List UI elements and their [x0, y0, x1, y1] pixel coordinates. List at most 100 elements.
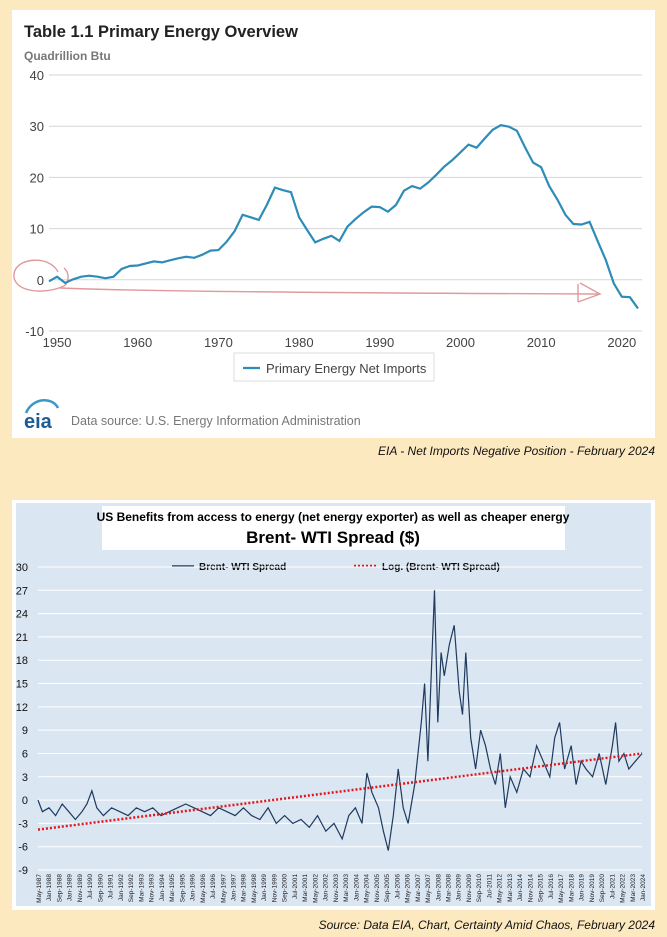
hand-drawn-annotation: [13, 259, 602, 303]
x-tick-label: 1980: [285, 335, 314, 350]
x-tick-label: Nov-2009: [466, 874, 473, 903]
y-tick-label: 21: [16, 632, 28, 644]
eia-chart-panel: Table 1.1 Primary Energy Overview Quadri…: [12, 10, 655, 438]
x-tick-label: Jan-1988: [46, 874, 53, 901]
x-tick-labels: 1950 1960 1970 1980 1990 2000 2010 2020: [43, 335, 637, 350]
x-tick-label: May-2007: [425, 874, 432, 903]
x-tick-label: May-2017: [558, 874, 565, 903]
x-tick-label: Jan-1997: [231, 874, 238, 901]
brent-wti-chart-panel: US Benefits from access to energy (net e…: [12, 500, 655, 910]
y-tick-label: 0: [22, 795, 28, 807]
eia-logo-arc: [24, 399, 60, 414]
x-tick-label: Jan-2024: [640, 874, 647, 901]
x-tick-label: Jan-1992: [118, 874, 125, 901]
x-tick-label: Nov-2005: [374, 874, 381, 903]
x-tick-label: Mar-2007: [415, 874, 422, 902]
x-tick-label: Jul-1991: [108, 874, 115, 899]
x-tick-label: Jan-2002: [323, 874, 330, 901]
x-tick-label: May-2022: [620, 874, 627, 903]
y-tick-label: 18: [16, 655, 28, 667]
x-tick-label: May-2002: [312, 874, 319, 903]
x-tick-label: Jan-1994: [159, 874, 166, 901]
y-tick-label: -9: [18, 865, 28, 877]
x-tick-label: Jan-1999: [261, 874, 268, 901]
y-tick-label: -10: [25, 324, 44, 339]
x-tick-label: Mar-2013: [507, 874, 514, 902]
x-tick-label: Mar-1998: [241, 874, 248, 902]
gridlines: [38, 566, 642, 871]
y-tick-label: 12: [16, 702, 28, 714]
x-tick-label: Mar-1995: [169, 874, 176, 902]
x-tick-label: Jan-2009: [456, 874, 463, 901]
y-tick-label: 30: [30, 119, 44, 134]
y-tick-label: 20: [30, 170, 44, 185]
x-tick-label: Jul-2011: [486, 874, 493, 899]
x-tick-label: May-1996: [200, 874, 207, 903]
chart-title: Table 1.1 Primary Energy Overview: [24, 23, 298, 41]
x-tick-label: May-2004: [364, 874, 371, 903]
y-tick-label: -3: [18, 818, 28, 830]
y-tick-label: 10: [30, 222, 44, 237]
y-tick-label: 0: [37, 273, 44, 288]
x-tick-label: 2000: [446, 335, 475, 350]
x-tick-label: 1950: [43, 335, 72, 350]
legend-box: [233, 352, 435, 382]
x-tick-label: Jul-2016: [548, 874, 555, 899]
y-tick-label: 40: [30, 68, 44, 83]
x-tick-label: 2020: [607, 335, 636, 350]
x-tick-label: May-2012: [497, 874, 504, 903]
x-tick-label: Nov-2014: [527, 874, 534, 903]
x-tick-label: Sep-1988: [56, 874, 63, 903]
chart-area-background: [16, 503, 651, 906]
brent-wti-spread-chart: US Benefits from access to energy (net e…: [16, 503, 651, 906]
x-tick-label: Mar-2003: [343, 874, 350, 902]
x-tick-label: Sep-1995: [179, 874, 186, 903]
y-tick-label: -6: [18, 842, 28, 854]
x-tick-label: May-1987: [36, 874, 43, 903]
net-imports-line: [48, 124, 639, 310]
x-tick-label: Sep-2010: [476, 874, 483, 903]
x-tick-label: May-1998: [251, 874, 258, 903]
x-tick-label: Nov-1993: [149, 874, 156, 903]
x-tick-label: Sep-2005: [384, 874, 391, 903]
x-tick-label: Mar-2001: [302, 874, 309, 902]
x-tick-label: 1990: [365, 335, 394, 350]
x-tick-label: Jul-2006: [394, 874, 401, 899]
x-tick-label: 2010: [527, 335, 556, 350]
x-tick-label: Jan-1996: [190, 874, 197, 901]
x-tick-label: Jan-2014: [517, 874, 524, 901]
title-box: [102, 506, 565, 550]
bottom-caption: Source: Data EIA, Chart, Certainty Amid …: [318, 918, 655, 932]
x-tick-label: Sep-2020: [599, 874, 606, 903]
y-tick-label: 9: [22, 725, 28, 737]
y-tick-label: 24: [16, 609, 28, 621]
x-tick-label: 1960: [123, 335, 152, 350]
x-tick-label: May-1997: [220, 874, 227, 903]
x-tick-label: Jul-2001: [292, 874, 299, 899]
x-tick-label: Jan-1989: [67, 874, 74, 901]
eia-logo-text: eia: [24, 411, 53, 433]
spread-line: [37, 590, 643, 851]
y-axis-label: Quadrillion Btu: [24, 49, 111, 63]
x-tick-label: 1970: [204, 335, 233, 350]
x-tick-label: Sep-2015: [538, 874, 545, 903]
x-tick-label: Nov-1999: [271, 874, 278, 903]
x-tick-label: Nov-2019: [589, 874, 596, 903]
y-tick-label: 6: [22, 748, 28, 760]
chart-subtitle: US Benefits from access to energy (net e…: [97, 510, 570, 524]
y-tick-labels: -10 0 10 20 30 40: [25, 68, 44, 339]
y-tick-label: 30: [16, 562, 28, 574]
x-tick-label: Jul-1990: [87, 874, 94, 899]
y-tick-label: 27: [16, 585, 28, 597]
x-tick-label: Mar-2023: [630, 874, 637, 902]
top-caption: EIA - Net Imports Negative Position - Fe…: [377, 444, 655, 458]
x-tick-label: Jan-2008: [435, 874, 442, 901]
x-tick-label: Nov-2003: [333, 874, 340, 903]
x-tick-label: Jul-1996: [210, 874, 217, 899]
x-tick-label: Mar-1993: [138, 874, 145, 902]
x-tick-label: Jul-2021: [609, 874, 616, 899]
x-tick-label: Mar-2008: [445, 874, 452, 902]
x-tick-label: May-2006: [405, 874, 412, 903]
annotation-circle: [13, 259, 69, 292]
log-trend-line: [37, 752, 643, 831]
